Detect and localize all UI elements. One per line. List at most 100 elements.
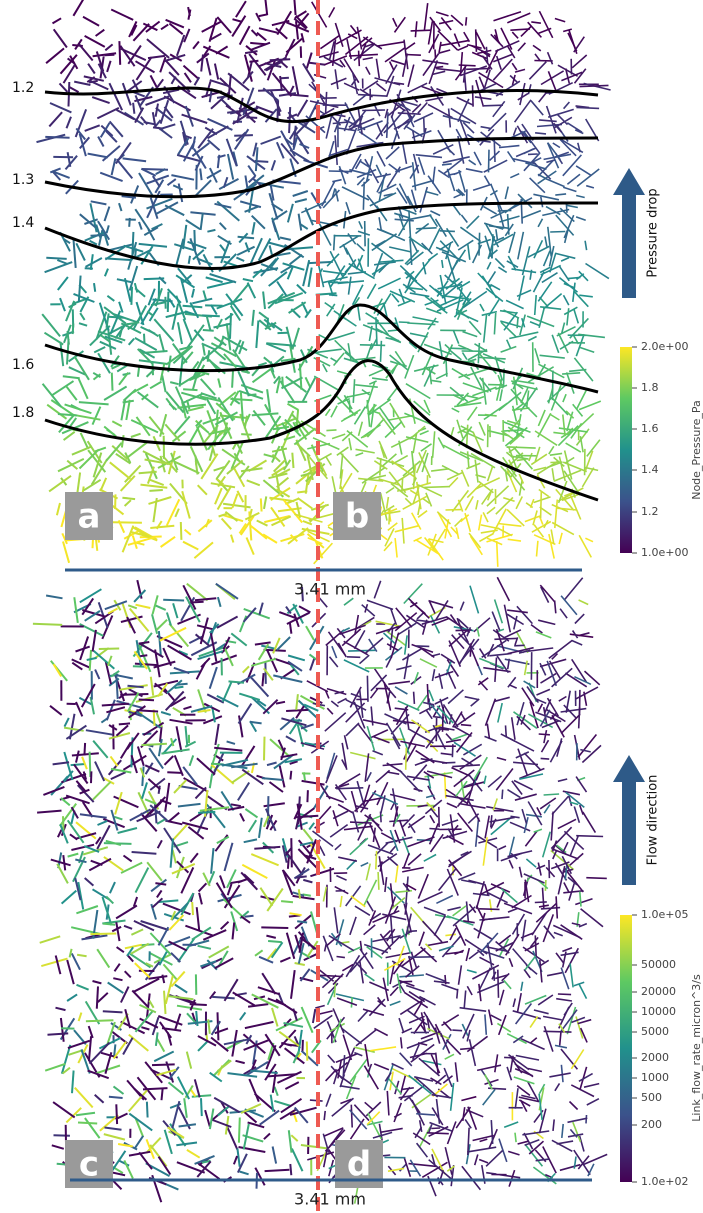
link [240, 26, 250, 44]
link [259, 312, 267, 318]
link [389, 247, 411, 252]
link [199, 883, 207, 891]
link [346, 886, 361, 906]
link [572, 641, 582, 646]
link [171, 953, 180, 962]
link [467, 396, 479, 399]
link [402, 518, 404, 544]
link [350, 753, 375, 759]
link [426, 710, 432, 719]
link [89, 1026, 93, 1038]
link [221, 922, 229, 929]
link [402, 478, 403, 492]
link [110, 462, 131, 479]
link [454, 726, 472, 736]
link [236, 1061, 245, 1063]
link [171, 839, 173, 868]
link [512, 717, 515, 740]
link [75, 357, 89, 380]
link [168, 292, 169, 312]
link [451, 427, 454, 437]
link [409, 210, 411, 239]
link [173, 185, 183, 189]
link [576, 166, 591, 176]
link [541, 758, 550, 759]
link [292, 453, 293, 468]
link [93, 630, 96, 652]
link [252, 30, 258, 36]
link [517, 1086, 530, 1096]
link [494, 313, 495, 335]
link [178, 138, 188, 154]
colorbar-tick-label: 1.0e+05 [641, 908, 688, 921]
link [93, 782, 111, 800]
link [512, 32, 518, 38]
link [369, 370, 383, 376]
link [159, 124, 175, 129]
link [529, 62, 546, 80]
link [245, 207, 259, 212]
link [112, 421, 121, 426]
link [261, 498, 262, 511]
link [349, 277, 351, 295]
link [258, 987, 280, 994]
link [500, 1175, 521, 1178]
link [73, 324, 74, 335]
link [134, 979, 159, 992]
link [535, 348, 540, 363]
link [215, 1028, 228, 1033]
link [210, 774, 212, 789]
link [111, 769, 131, 773]
contour-label: 1.2 [12, 80, 34, 96]
link [415, 21, 416, 37]
link [84, 480, 101, 491]
link [457, 97, 473, 105]
link [263, 292, 265, 310]
link [124, 1160, 133, 1178]
link [360, 960, 364, 983]
link [264, 803, 285, 806]
link [244, 839, 257, 842]
link [575, 899, 592, 905]
link [218, 486, 232, 510]
link [136, 61, 155, 72]
link [358, 231, 370, 235]
link [360, 655, 370, 664]
link [445, 1054, 454, 1059]
link [566, 204, 567, 213]
link [114, 1086, 124, 1094]
link [292, 1149, 303, 1172]
link [190, 1004, 207, 1005]
link [548, 71, 556, 90]
link [201, 618, 208, 644]
link [301, 1145, 327, 1148]
link [495, 1054, 498, 1072]
link [538, 620, 555, 624]
link [75, 1088, 93, 1108]
link [227, 139, 237, 166]
link [504, 605, 510, 633]
link [284, 436, 295, 440]
link [87, 658, 97, 660]
link [344, 660, 369, 672]
link [128, 605, 137, 608]
link [290, 623, 292, 634]
link [360, 690, 363, 718]
link [54, 1135, 70, 1136]
link [473, 184, 492, 190]
link [231, 633, 246, 645]
link [378, 260, 403, 262]
link [339, 166, 345, 184]
link [448, 690, 463, 704]
link [397, 623, 416, 635]
link [408, 598, 429, 618]
link [513, 914, 525, 934]
link [371, 707, 373, 726]
link [83, 17, 99, 26]
link [509, 1170, 514, 1187]
link [291, 1135, 297, 1141]
link [92, 97, 109, 103]
link [549, 640, 573, 658]
link [189, 425, 200, 444]
link [498, 524, 521, 527]
